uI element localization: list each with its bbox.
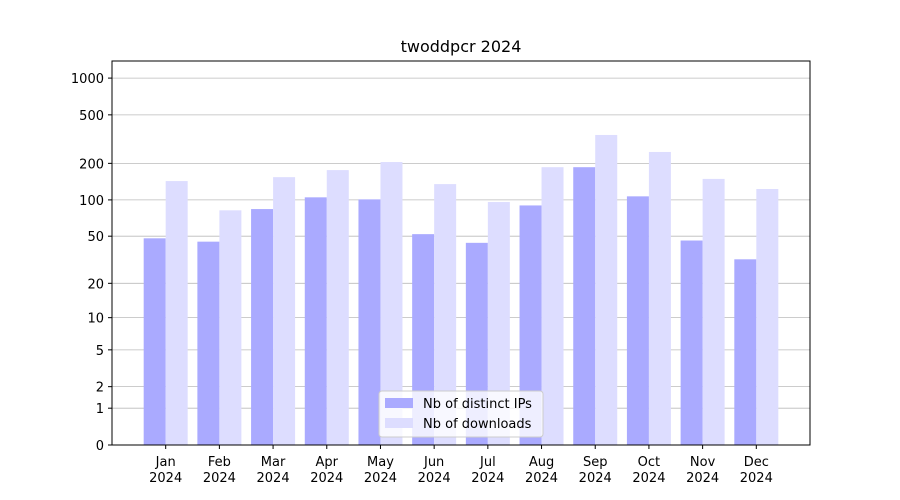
x-tick-label: Jul 2024 xyxy=(471,455,504,486)
plot-frame xyxy=(111,60,811,446)
y-tick-label: 1 xyxy=(96,402,104,417)
y-tick-label: 50 xyxy=(87,230,104,245)
bar xyxy=(219,210,242,445)
bar xyxy=(273,177,296,445)
bar xyxy=(380,162,403,445)
legend-swatch xyxy=(385,398,413,408)
y-tick-label: 0 xyxy=(96,439,104,454)
bar xyxy=(165,181,188,446)
x-tick-label: Apr 2024 xyxy=(310,455,343,486)
bar xyxy=(541,167,564,445)
bar xyxy=(487,202,510,445)
legend-label: Nb of distinct IPs xyxy=(423,397,532,412)
bar xyxy=(434,184,457,445)
y-tick-label: 500 xyxy=(79,109,104,124)
bar xyxy=(680,240,703,445)
x-tick-label: Jun 2024 xyxy=(418,455,451,486)
y-tick-label: 1000 xyxy=(71,72,104,87)
x-tick-label: Mar 2024 xyxy=(257,455,290,486)
y-tick-label: 5 xyxy=(96,344,104,359)
y-tick-label: 10 xyxy=(87,312,104,327)
chart-title: twoddpcr 2024 xyxy=(401,37,522,56)
legend-swatch xyxy=(385,418,413,428)
bar xyxy=(326,170,349,445)
bar xyxy=(648,151,671,445)
x-tick-label: Oct 2024 xyxy=(632,455,665,486)
x-tick-label: Sep 2024 xyxy=(579,455,612,486)
bar xyxy=(756,189,779,445)
bar xyxy=(519,205,542,445)
bar xyxy=(143,238,166,445)
y-tick-label: 200 xyxy=(79,157,104,172)
x-tick-label: Dec 2024 xyxy=(740,455,773,486)
legend-label: Nb of downloads xyxy=(423,417,532,432)
x-tick-label: Feb 2024 xyxy=(203,455,236,486)
y-tick-label: 20 xyxy=(87,277,104,292)
x-tick-label: Nov 2024 xyxy=(686,455,719,486)
bar xyxy=(304,197,327,445)
y-tick-label: 100 xyxy=(79,194,104,209)
bar xyxy=(197,241,220,445)
y-tick-label: 2 xyxy=(96,381,104,396)
x-tick-label: Aug 2024 xyxy=(525,455,558,486)
bar xyxy=(734,259,757,445)
bar xyxy=(358,199,381,445)
bar xyxy=(626,196,649,445)
legend-box xyxy=(378,390,544,438)
bar xyxy=(573,167,596,445)
x-tick-label: Jan 2024 xyxy=(149,455,182,486)
bar xyxy=(595,134,618,446)
x-tick-label: May 2024 xyxy=(364,455,397,486)
bar xyxy=(251,209,274,445)
bar xyxy=(702,178,725,446)
